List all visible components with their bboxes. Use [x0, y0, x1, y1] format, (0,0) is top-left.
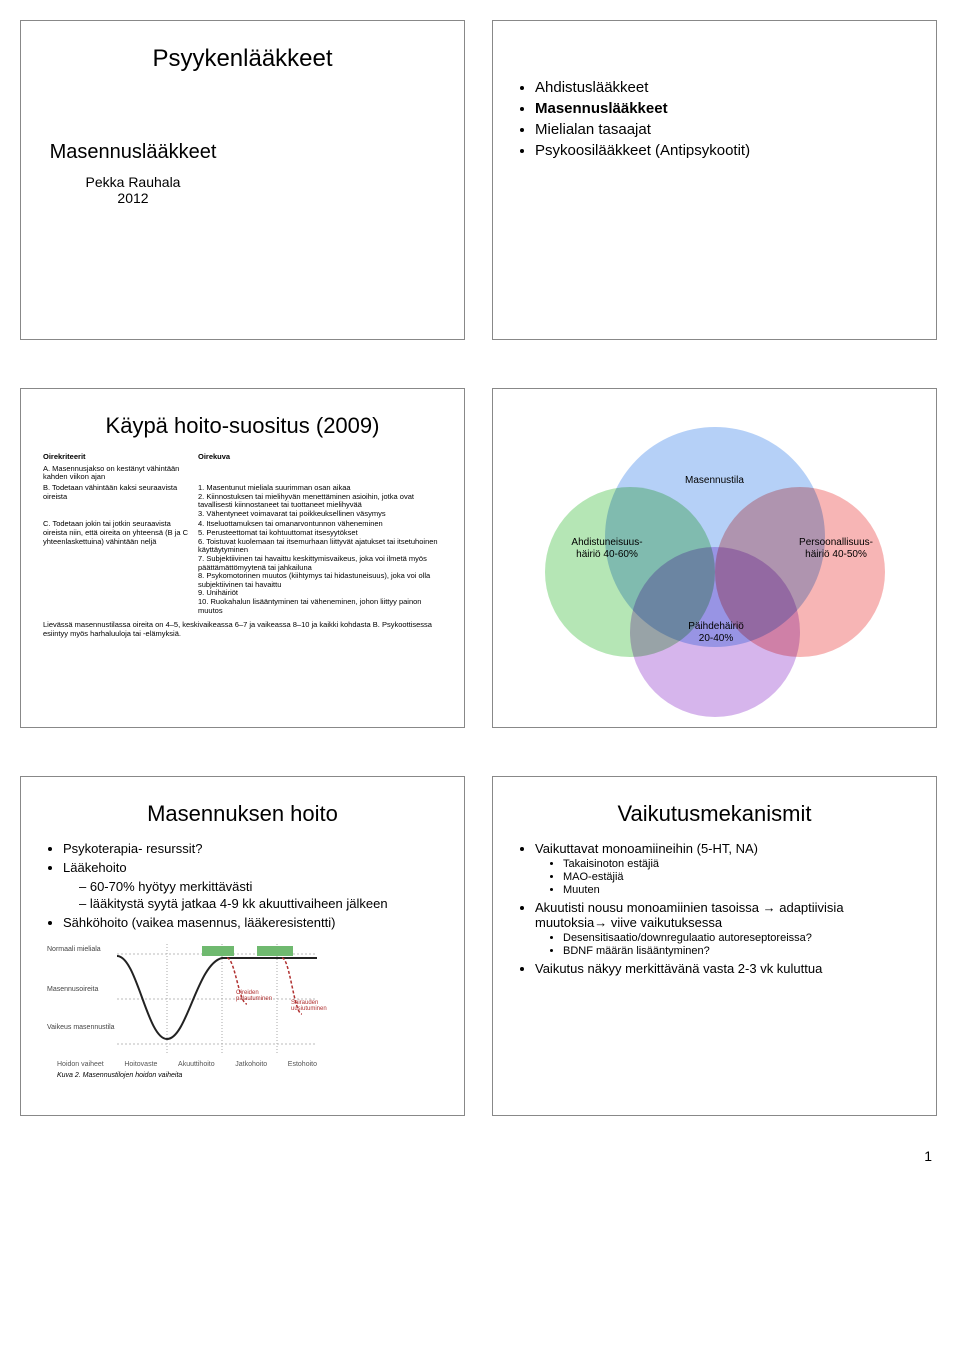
list-item: Vaikuttavat monoamiineihin (5-HT, NA) Ta… — [535, 841, 914, 896]
curve-ylabel: Normaali mieliala — [47, 946, 101, 953]
criteria-B-item: 3. Vähentyneet voimavarat tai poikkeukse… — [198, 510, 442, 519]
curve-caption: Kuva 2. Masennustilojen hoidon vaiheita — [57, 1072, 442, 1079]
sub-item: lääkitystä syytä jatkaa 4-9 kk akuuttiva… — [79, 896, 442, 911]
relapse-label: Oireiden palautuminen — [236, 990, 276, 1002]
criteria-C-item: 8. Psykomotorinen muutos (kiihtymys tai … — [198, 572, 442, 589]
slide1-year: 2012 — [43, 190, 223, 206]
venn-label-top: Masennustila — [685, 475, 744, 487]
slide-1: Psyykenlääkkeet Masennuslääkkeet Pekka R… — [20, 20, 465, 340]
phase-label: Toipuminen — [256, 939, 287, 945]
list-item: Akuutisti nousu monoamiinien tasoissa → … — [535, 900, 914, 957]
phase-label: Elpymä — [203, 939, 223, 945]
curve-ylabel: Vaikeus masennustila — [47, 1024, 115, 1031]
mini-item: MAO-estäjiä — [563, 871, 914, 883]
criteria-footnote: Lievässä masennustilassa oireita on 4–5,… — [43, 621, 442, 638]
list-item: Mielialan tasaajat — [535, 121, 914, 138]
slide5-bullets: Psykoterapia- resurssit? Lääkehoito 60-7… — [43, 841, 442, 930]
slide5-title: Masennuksen hoito — [43, 801, 442, 827]
slide-3: Käypä hoito-suositus (2009) Oirekriteeri… — [20, 388, 465, 728]
criteria-head-right: Oirekuva — [198, 453, 442, 462]
slide1-title: Psyykenlääkkeet — [43, 45, 442, 73]
slide1-left-block: Masennuslääkkeet Pekka Rauhala 2012 — [43, 141, 223, 206]
criteria-C-item: 6. Toistuvat kuolemaan tai itsemurhaan l… — [198, 538, 442, 555]
treatment-curve — [57, 944, 317, 1054]
venn-label-left: Ahdistuneisuus- häiriö 40-60% — [557, 537, 657, 560]
criteria-B: B. Todetaan vähintään kaksi seuraavista … — [43, 484, 198, 519]
venn-label-right: Persoonallisuus- häiriö 40-50% — [781, 537, 891, 560]
slide-grid: Psyykenlääkkeet Masennuslääkkeet Pekka R… — [20, 20, 940, 1116]
relapse-label: Sairauden uusiutuminen — [291, 1000, 335, 1012]
list-item: Psykoosilääkkeet (Antipsykootit) — [535, 142, 914, 159]
mini-item: BDNF määrän lisääntyminen? — [563, 945, 914, 957]
list-item: Masennuslääkkeet — [535, 100, 914, 117]
sub-item: 60-70% hyötyy merkittävästi — [79, 879, 442, 894]
slide2-bullets: Ahdistuslääkkeet Masennuslääkkeet Mielia… — [515, 79, 914, 159]
slide3-title: Käypä hoito-suositus (2009) — [43, 413, 442, 439]
slide6-title: Vaikutusmekanismit — [515, 801, 914, 827]
criteria-table: Oirekriteerit Oirekuva A. Masennusjakso … — [43, 453, 442, 639]
criteria-B-item: 2. Kiinnostuksen tai mielihyvän menettäm… — [198, 493, 442, 510]
criteria-C-item: 7. Subjektiivinen tai havaittu keskittym… — [198, 555, 442, 572]
mini-item: Muuten — [563, 884, 914, 896]
curve-ylabel: Masennusoireita — [47, 986, 98, 993]
list-item: Lääkehoito 60-70% hyötyy merkittävästi l… — [63, 860, 442, 911]
slide-6: Vaikutusmekanismit Vaikuttavat monoamiin… — [492, 776, 937, 1116]
criteria-A: A. Masennusjakso on kestänyt vähintään k… — [43, 465, 198, 482]
mini-item: Desensitisaatio/downregulaatio autoresep… — [563, 932, 914, 944]
slide6-bullets: Vaikuttavat monoamiineihin (5-HT, NA) Ta… — [515, 841, 914, 976]
slide-2: Ahdistuslääkkeet Masennuslääkkeet Mielia… — [492, 20, 937, 340]
list-item: Vaikutus näkyy merkittävänä vasta 2-3 vk… — [535, 961, 914, 976]
criteria-head-left: Oirekriteerit — [43, 453, 198, 462]
curve-xlabels: Hoidon vaiheet Hoitovaste Akuuttihoito J… — [57, 1061, 317, 1068]
venn-diagram: Masennustila Ahdistuneisuus- häiriö 40-6… — [515, 417, 915, 677]
slide1-author: Pekka Rauhala — [43, 174, 223, 190]
mini-item: Takaisinoton estäjiä — [563, 858, 914, 870]
venn-label-bottom: Päihdehäiriö 20-40% — [671, 621, 761, 644]
page-number: 1 — [924, 1148, 932, 1164]
slide-5: Masennuksen hoito Psykoterapia- resurssi… — [20, 776, 465, 1116]
list-item: Ahdistuslääkkeet — [535, 79, 914, 96]
criteria-C: C. Todetaan jokin tai jotkin seuraavista… — [43, 520, 198, 615]
criteria-C-item: 10. Ruokahalun lisääntyminen tai vähenem… — [198, 598, 442, 615]
list-item: Psykoterapia- resurssit? — [63, 841, 442, 856]
slide-4: Masennustila Ahdistuneisuus- häiriö 40-6… — [492, 388, 937, 728]
list-item: Sähköhoito (vaikea masennus, lääkeresist… — [63, 915, 442, 930]
slide1-subtitle: Masennuslääkkeet — [43, 141, 223, 164]
